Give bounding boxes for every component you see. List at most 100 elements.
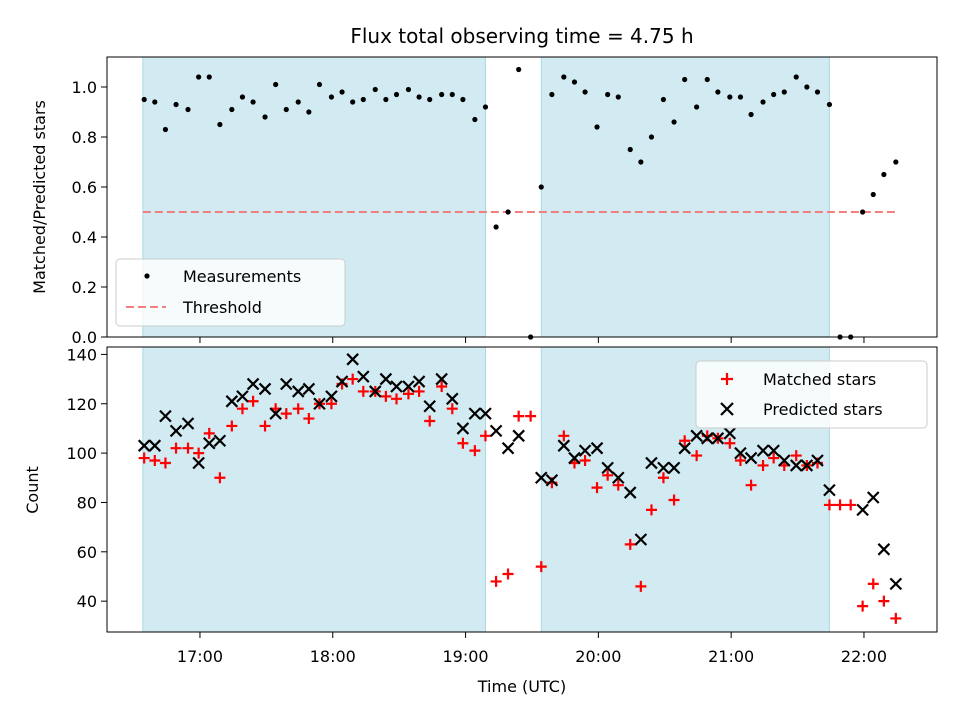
predicted-star-point <box>368 385 382 398</box>
predicted-star-point <box>479 407 492 420</box>
count-y-axis: 40 60 80 100 120 140 <box>66 345 107 611</box>
time-x-axis: 17:00 18:00 19:00 20:00 21:00 22:00 <box>177 632 887 666</box>
measurement-point <box>826 101 833 108</box>
matched-star-point <box>845 499 857 511</box>
matched-star-point <box>259 420 271 432</box>
matched-star-point <box>834 499 846 511</box>
measurement-point <box>538 184 544 190</box>
y-tick-label: 0.6 <box>72 178 97 197</box>
measurement-point <box>881 171 887 178</box>
predicted-star-point <box>823 483 836 497</box>
measurement-point <box>206 74 212 80</box>
predicted-star-point <box>159 409 172 423</box>
measurement-point <box>571 79 578 85</box>
predicted-star-point <box>568 451 581 465</box>
matched-star-point <box>436 380 448 392</box>
matched-star-point <box>558 430 570 442</box>
matched-star-point <box>635 580 647 592</box>
matched-star-point <box>823 499 835 511</box>
count-y-label: Count <box>23 466 42 514</box>
predicted-star-point <box>667 461 681 475</box>
predicted-star-point <box>137 439 151 452</box>
observing-interval <box>142 346 486 633</box>
matched-star-point <box>236 403 248 415</box>
measurement-point <box>704 76 710 83</box>
predicted-star-point <box>612 471 625 485</box>
matched-star-point <box>347 373 359 385</box>
y-tick-label: 0.0 <box>72 328 97 347</box>
measurements-legend-marker <box>144 273 150 279</box>
measurement-point <box>339 89 345 95</box>
measurement-point <box>694 104 700 110</box>
ratio-panel: 0.0 0.2 0.4 0.6 0.8 1.0 Matched/Predicted sta… <box>30 56 938 347</box>
predicted-star-point <box>280 377 293 391</box>
measurement-point <box>405 86 412 93</box>
measurement-point <box>660 96 667 103</box>
matched-star-point <box>724 437 736 449</box>
measurement-point <box>605 91 611 98</box>
count-panel-frame <box>106 346 938 633</box>
matched-star-point <box>292 403 304 415</box>
matched-star-point <box>535 561 547 573</box>
measurement-point <box>737 94 744 100</box>
matched-legend-label: Matched stars <box>763 370 876 389</box>
y-tick-label: 1.0 <box>72 78 97 97</box>
measurement-point <box>360 96 366 103</box>
predicted-star-point <box>700 432 714 445</box>
predicted-star-point <box>269 407 282 420</box>
measurement-point <box>439 91 445 98</box>
count-legend-box <box>695 360 928 429</box>
predicted-star-point <box>623 486 637 499</box>
measurement-point <box>482 104 489 110</box>
measurement-point <box>141 96 147 103</box>
predicted-star-point <box>379 372 393 386</box>
measurement-point <box>715 89 721 95</box>
measurement-point <box>860 209 866 215</box>
matched-star-point <box>757 459 769 471</box>
matched-star-point <box>513 410 525 422</box>
measurement-point <box>582 89 588 95</box>
predicted-star-point <box>335 375 349 388</box>
matched-star-point <box>380 390 392 402</box>
predicted-star-point <box>534 471 548 485</box>
observing-intervals <box>142 346 830 633</box>
matched-star-point <box>525 410 537 422</box>
measurement-point <box>196 74 202 80</box>
measurement-point <box>804 84 810 90</box>
predicted-star-point <box>734 446 747 460</box>
predicted-star-point <box>601 461 614 475</box>
matched-star-point <box>612 479 624 491</box>
predicted-star-point <box>723 427 737 440</box>
measurement-point <box>549 91 555 98</box>
measurement-point <box>561 74 567 80</box>
count-panel: 40 60 80 100 120 140 17:00 18:00 19:00 20:00 21:0… <box>23 345 938 696</box>
predicted-star-point <box>468 407 482 420</box>
measurement-point <box>173 101 179 108</box>
measurement-point <box>516 66 522 73</box>
chart-title: Flux total observing time = 4.75 h <box>350 24 693 48</box>
measurement-point <box>493 224 499 230</box>
count-legend: Matched stars Predicted stars <box>695 360 928 429</box>
matched-star-point <box>247 395 259 407</box>
measurement-point <box>350 99 356 105</box>
measurement-point <box>682 76 688 83</box>
matched-star-point <box>878 595 890 607</box>
measurement-point <box>760 99 766 105</box>
predicted-star-point <box>302 382 316 396</box>
measurement-point <box>273 81 279 88</box>
y-tick-label: 80 <box>77 493 97 512</box>
measurement-point <box>893 159 899 165</box>
predicted-star-point <box>446 392 459 406</box>
matched-star-point <box>502 568 514 580</box>
y-tick-label: 140 <box>66 345 97 364</box>
ratio-y-axis: 0.0 0.2 0.4 0.6 0.8 1.0 <box>72 78 107 347</box>
matched-star-point <box>591 482 603 494</box>
matched-star-point <box>867 578 879 590</box>
predicted-star-point <box>657 461 670 475</box>
measurement-point <box>594 124 600 130</box>
predicted-star-point <box>856 503 869 517</box>
predicted-star-point <box>767 444 780 457</box>
predicted-star-point <box>423 399 436 413</box>
predicted-legend-label: Predicted stars <box>763 400 883 419</box>
